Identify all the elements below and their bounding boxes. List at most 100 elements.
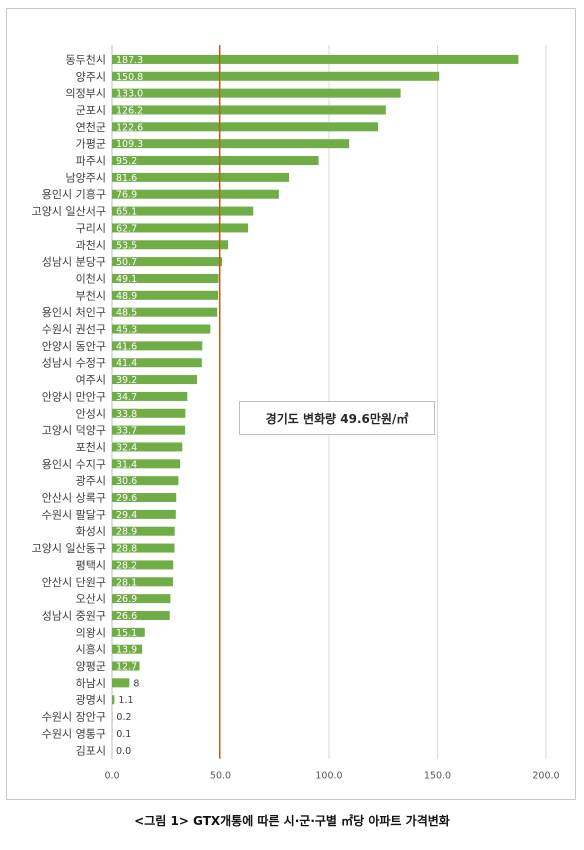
bar (112, 341, 203, 351)
data-label: 31.4 (116, 459, 137, 470)
data-label: 109.3 (116, 139, 143, 150)
bar (112, 105, 386, 115)
x-tick-label: 0.0 (104, 771, 119, 782)
category-label: 군포시 (76, 104, 106, 117)
data-label: 33.8 (116, 409, 137, 420)
category-label: 용인시 기흥구 (42, 187, 106, 201)
category-label: 성남시 분당구 (42, 256, 106, 269)
data-label: 39.2 (116, 375, 137, 386)
bar (112, 493, 177, 503)
data-label: 62.7 (116, 223, 137, 234)
category-label: 동두천시 (66, 52, 106, 66)
bar (112, 695, 115, 705)
data-label: 49.1 (116, 274, 137, 285)
category-label: 수원시 장안구 (42, 711, 106, 724)
category-label: 의정부시 (66, 87, 106, 100)
category-label: 과천시 (76, 238, 106, 252)
category-label: 안양시 만안구 (42, 390, 106, 403)
bar (112, 139, 350, 149)
bar (112, 257, 223, 267)
category-label: 고양시 덕양구 (42, 424, 106, 437)
category-label: 화성시 (76, 525, 106, 538)
bar (112, 661, 140, 671)
data-label: 28.2 (116, 560, 137, 571)
category-label: 용인시 수지구 (42, 458, 106, 471)
data-label: 41.6 (116, 341, 137, 352)
bar (112, 678, 130, 688)
data-label: 34.7 (116, 392, 137, 403)
data-label: 0.2 (116, 712, 131, 723)
category-label: 고양시 일산동구 (32, 541, 106, 555)
category-label: 오산시 (76, 593, 106, 606)
data-label: 26.6 (116, 611, 137, 622)
bar (112, 594, 171, 604)
data-label: 28.8 (116, 544, 137, 555)
data-label: 0.1 (116, 729, 131, 740)
data-label: 50.7 (116, 257, 137, 268)
bar (112, 610, 170, 620)
data-label: 126.2 (116, 105, 143, 116)
data-label: 28.9 (116, 527, 137, 538)
category-label: 양주시 (76, 70, 106, 83)
bar (112, 324, 211, 334)
bar (112, 375, 198, 385)
category-label: 하남시 (76, 676, 106, 690)
bar (112, 273, 219, 283)
category-label: 부천시 (76, 288, 106, 302)
category-label: 성남시 수정구 (42, 357, 106, 370)
category-label: 양평군 (76, 660, 106, 673)
category-label: 광명시 (76, 694, 106, 707)
category-label: 안산시 단원구 (42, 576, 106, 589)
data-label: 26.9 (116, 594, 137, 605)
data-label: 29.6 (116, 493, 137, 504)
data-label: 1.1 (118, 695, 133, 706)
bar (112, 358, 202, 368)
category-label: 수원시 권선구 (42, 323, 106, 336)
category-label: 연천군 (76, 120, 106, 134)
data-label: 8 (133, 678, 139, 689)
bar (112, 560, 174, 570)
bar (112, 307, 218, 317)
category-label: 의왕시 (76, 626, 106, 639)
category-label: 포천시 (76, 440, 106, 454)
bar (112, 223, 249, 233)
category-label: 파주시 (76, 155, 106, 168)
category-label: 구리시 (76, 222, 106, 235)
data-label: 0.0 (116, 746, 131, 757)
bar (112, 54, 519, 64)
category-label: 여주시 (76, 374, 106, 387)
bar (112, 391, 188, 401)
category-label: 이천시 (76, 271, 106, 285)
bar (112, 526, 175, 536)
category-label: 시흥시 (76, 642, 106, 656)
bar (112, 408, 186, 418)
data-label: 48.5 (116, 308, 137, 319)
category-label: 수원시 팔달구 (42, 508, 106, 521)
bar (112, 459, 181, 469)
data-label: 76.9 (116, 190, 137, 201)
category-label: 남양주시 (66, 171, 106, 184)
data-label: 30.6 (116, 476, 137, 487)
bar (112, 543, 175, 553)
bar (112, 425, 186, 435)
data-label: 12.7 (116, 662, 137, 673)
data-label: 28.1 (116, 577, 137, 588)
bar (112, 88, 401, 98)
data-label: 32.4 (116, 442, 137, 453)
category-label: 안성시 (76, 407, 106, 420)
data-label: 81.6 (116, 173, 137, 184)
category-label: 고양시 일산서구 (32, 204, 106, 218)
data-label: 122.6 (116, 122, 143, 133)
bar (112, 644, 143, 654)
bar (112, 290, 219, 300)
data-label: 53.5 (116, 240, 137, 251)
data-label: 45.3 (116, 325, 137, 336)
chart-frame: 0.0 50.0 100.0 150.0 200.0 동두천시 187.3 양주시 150.8 의… (6, 8, 576, 800)
x-tick-label: 50.0 (210, 771, 231, 782)
bar (112, 627, 145, 637)
data-label: 65.1 (116, 207, 137, 218)
category-label: 광주시 (76, 475, 106, 488)
annotation-box: 경기도 변화량 49.6만원/㎡ (239, 401, 435, 435)
data-label: 48.9 (116, 291, 137, 302)
bar-chart: 0.0 50.0 100.0 150.0 200.0 동두천시 187.3 양주시 150.8 의… (32, 45, 560, 782)
